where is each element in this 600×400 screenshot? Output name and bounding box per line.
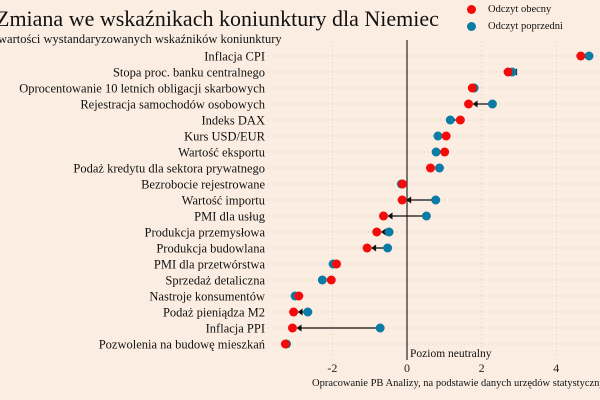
point-previous	[433, 131, 443, 141]
x-tick-label: 4	[553, 361, 559, 375]
point-previous	[431, 147, 441, 157]
point-previous	[487, 99, 497, 109]
point-current	[397, 195, 407, 205]
category-label: Kurs USD/EUR	[184, 130, 266, 144]
category-label: Wartość eksportu	[178, 146, 266, 160]
point-current	[467, 83, 477, 93]
point-previous	[445, 115, 455, 125]
point-current	[294, 291, 304, 301]
category-label: Rejestracja samochodów osobowych	[80, 98, 265, 112]
point-current	[441, 131, 451, 141]
change-arrowhead	[297, 308, 303, 316]
legend-label-current: Odczyt obecny	[488, 4, 552, 15]
category-label: Podaż pieniądza M2	[163, 306, 265, 320]
point-previous	[375, 323, 385, 333]
point-current	[289, 307, 299, 317]
point-previous	[384, 227, 394, 237]
legend-label-previous: Odczyt poprzedni	[488, 21, 563, 32]
x-tick-label: 2	[479, 361, 485, 375]
point-current	[326, 275, 336, 285]
change-arrowhead	[296, 324, 302, 332]
category-label: Nastroje konsumentów	[149, 290, 265, 304]
point-previous	[434, 163, 444, 173]
legend-item-previous: Odczyt poprzedni	[467, 20, 563, 33]
category-label: PMI dla usług	[194, 210, 266, 224]
x-tick-label: -2	[327, 361, 337, 375]
category-label: Produkcja budowlana	[156, 242, 265, 256]
point-current	[398, 179, 408, 189]
point-current	[455, 115, 465, 125]
category-label: Oprocentowanie 10 letnich obligacji skar…	[19, 82, 266, 96]
x-tick-label: 0	[404, 361, 410, 375]
point-current	[362, 243, 372, 253]
change-arrowhead	[472, 100, 478, 108]
change-arrowhead	[371, 244, 377, 252]
point-current	[440, 147, 450, 157]
category-label: Wartość importu	[182, 194, 266, 208]
point-previous	[431, 195, 441, 205]
point-current	[332, 259, 342, 269]
category-label: Inflacja PPI	[206, 322, 265, 336]
category-label: Produkcja przemysłowa	[145, 226, 266, 240]
change-arrowhead	[387, 212, 393, 220]
point-current	[576, 51, 586, 61]
point-current	[372, 227, 382, 237]
point-current	[379, 211, 389, 221]
neutral-line-label: Poziom neutralny	[410, 348, 492, 360]
category-label: Inflacja CPI	[204, 50, 265, 64]
point-previous	[317, 275, 327, 285]
legend-swatch-current	[467, 5, 476, 14]
category-label: Stopa proc. banku centralnego	[113, 66, 265, 80]
category-label: Indeks DAX	[201, 114, 265, 128]
point-current	[425, 163, 435, 173]
category-label: Sprzedaż detaliczna	[165, 274, 265, 288]
category-label: Podaż kredytu dla sektora prywatnego	[73, 162, 265, 176]
legend-item-current: Odczyt obecny	[467, 3, 551, 16]
point-current	[503, 67, 513, 77]
category-label: PMI dla przetwórstwa	[154, 258, 266, 272]
point-previous	[383, 243, 393, 253]
point-previous	[421, 211, 431, 221]
chart-subtitle: wartości wystandaryzowanych wskaźników k…	[0, 32, 282, 46]
point-current	[287, 323, 297, 333]
legend-swatch-previous	[467, 22, 476, 31]
point-previous	[584, 51, 594, 61]
chart-title: Zmiana we wskaźnikach koniunktury dla Ni…	[0, 6, 439, 31]
change-arrowhead	[406, 196, 412, 204]
point-current	[280, 339, 290, 349]
category-label: Bezrobocie rejestrowane	[141, 178, 265, 192]
category-label: Pozwolenia na budowę mieszkań	[99, 338, 266, 352]
source-caption: Opracowanie PB Analizy, na podstawie dan…	[312, 378, 600, 389]
change-arrowhead	[380, 228, 386, 236]
point-current	[464, 99, 474, 109]
point-previous	[303, 307, 313, 317]
